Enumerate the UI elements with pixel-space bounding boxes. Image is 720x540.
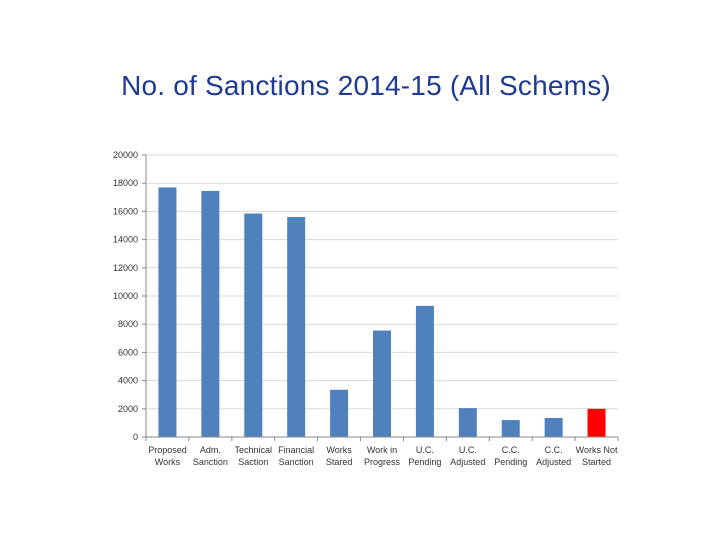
y-tick-label: 2000 [118, 404, 138, 414]
x-tick-label: Adm. [200, 445, 221, 455]
y-tick-label: 8000 [118, 319, 138, 329]
bar [330, 389, 349, 437]
y-tick-label: 16000 [113, 206, 138, 216]
x-tick-label: Financial [278, 445, 314, 455]
x-tick-label: Works [155, 457, 181, 467]
bar [415, 305, 434, 437]
bar [458, 408, 477, 437]
y-axis-ticks: 0 2000 4000 6000 8000 10000 12000 14000 16000 180… [113, 150, 146, 442]
y-tick-label: 4000 [118, 376, 138, 386]
x-tick-label: Sanction [193, 457, 228, 467]
chart-title: No. of Sanctions 2014-15 (All Schems) [121, 70, 611, 101]
x-axis-labels: Proposed Works Adm. Sanction Technical Sactio… [148, 445, 618, 467]
bar [544, 417, 563, 437]
y-tick-label: 14000 [113, 235, 138, 245]
bar [587, 408, 606, 437]
x-tick-label: Saction [238, 457, 268, 467]
x-tick-label: Pending [408, 457, 441, 467]
y-tick-label: 0 [133, 432, 138, 442]
x-tick-label: C.C. [502, 445, 520, 455]
x-tick-label: Sanction [279, 457, 314, 467]
y-tick-label: 20000 [113, 150, 138, 160]
y-tick-label: 10000 [113, 291, 138, 301]
x-tick-label: Stared [326, 457, 353, 467]
bar [244, 213, 263, 437]
x-tick-label: Started [582, 457, 611, 467]
bar [287, 217, 306, 437]
bar [201, 190, 220, 437]
bar [501, 420, 520, 437]
x-tick-label: Pending [494, 457, 527, 467]
x-tick-label: U.C. [416, 445, 434, 455]
x-tick-label: Works Not [576, 445, 618, 455]
y-tick-label: 6000 [118, 347, 138, 357]
x-tick-label: Progress [364, 457, 401, 467]
x-tick-label: Adjusted [536, 457, 571, 467]
x-tick-label: Works [326, 445, 352, 455]
x-tick-label: C.C. [545, 445, 563, 455]
x-tick-label: Technical [235, 445, 273, 455]
x-tick-label: U.C. [459, 445, 477, 455]
x-tick-label: Adjusted [450, 457, 485, 467]
bars [145, 187, 619, 441]
y-tick-label: 18000 [113, 178, 138, 188]
x-tick-label: Proposed [148, 445, 187, 455]
y-tick-label: 12000 [113, 263, 138, 273]
bar [373, 330, 391, 437]
bar [158, 187, 177, 437]
x-tick-label: Work in [367, 445, 397, 455]
